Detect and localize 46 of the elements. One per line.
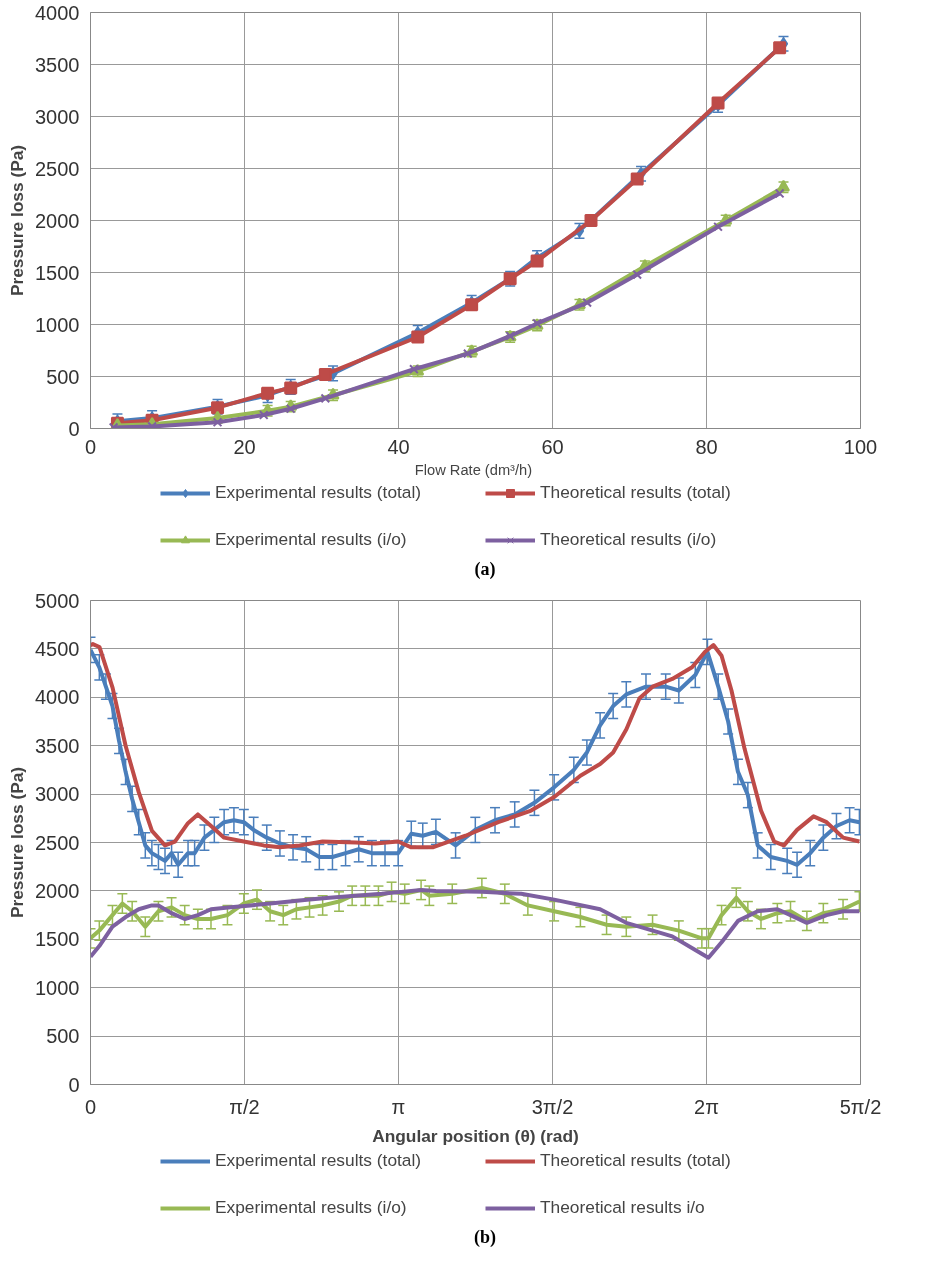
x-tick-label: π [391,1095,406,1118]
y-tick-label: 3500 [35,53,80,76]
y-tick-label: 3000 [35,105,80,128]
x-tick-label: 60 [541,435,564,458]
x-tick-label: 3π/2 [531,1095,574,1118]
legend-label: Theoretical results i/o [540,1197,706,1218]
x-tick-label: 0 [84,1095,97,1118]
legend-label: Theoretical results (total) [540,482,732,503]
legend-label: Experimental results (total) [215,482,423,503]
y-tick-label: 4000 [35,1,80,24]
legend-label: Theoretical results (i/o) [540,529,718,550]
x-axis-title: Angular position (θ) (rad) [372,1125,579,1146]
y-tick-label: 2000 [35,879,80,902]
x-tick-label: 0 [84,435,97,458]
x-axis-title: Flow Rate (dm³/h) [414,461,533,478]
x-tick-label: 100 [843,435,878,458]
y-tick-label: 500 [46,365,80,388]
y-tick-label: 4000 [35,686,80,709]
y-tick-label: 2500 [35,157,80,180]
y-axis-title: Pressure loss (Pa) [7,144,28,297]
x-tick-label: 40 [387,435,410,458]
y-tick-label: 1500 [35,928,80,951]
y-tick-label: 2000 [35,209,80,232]
legend-label: Experimental results (i/o) [215,1197,408,1218]
x-tick-label: 20 [233,435,256,458]
legend-label: Experimental results (i/o) [215,529,408,550]
y-tick-label: 0 [68,417,80,440]
x-tick-label: 80 [695,435,718,458]
text: (a) [474,558,496,581]
x-tick-label: π/2 [229,1095,260,1118]
y-tick-label: 2500 [35,831,80,854]
y-tick-label: 5000 [35,589,80,612]
y-tick-label: 500 [46,1025,80,1048]
y-tick-label: 3000 [35,783,80,806]
y-tick-label: 0 [68,1073,80,1096]
legend-label: Theoretical results (total) [540,1150,732,1171]
y-tick-label: 4500 [35,637,80,660]
y-tick-label: 3500 [35,734,80,757]
y-tick-label: 1000 [35,313,80,336]
y-axis-title: Pressure loss (Pa) [7,766,28,919]
y-tick-label: 1000 [35,976,80,999]
x-tick-label: 5π/2 [839,1095,882,1118]
x-tick-label: 2π [694,1095,719,1118]
text: (b) [474,1226,496,1249]
y-tick-label: 1500 [35,261,80,284]
legend-label: Experimental results (total) [215,1150,423,1171]
